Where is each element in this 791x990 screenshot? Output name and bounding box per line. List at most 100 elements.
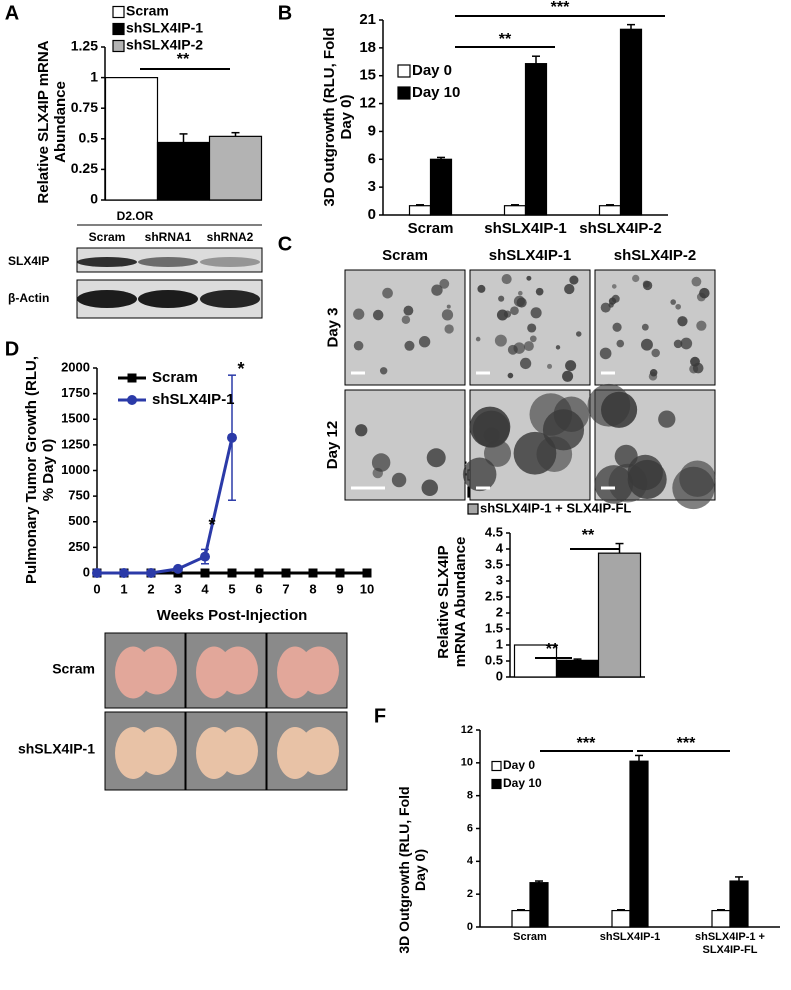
y-tick-label: 0.25: [71, 160, 98, 176]
lung-row-label: shSLX4IP-1: [18, 741, 95, 757]
y-tick-label: 1500: [61, 411, 90, 426]
y-tick-label: 250: [68, 539, 90, 554]
colony: [642, 280, 650, 288]
colony: [562, 370, 574, 382]
error-bar: [231, 131, 240, 137]
y-tick-label: 1.5: [485, 620, 503, 635]
bar: [598, 205, 622, 216]
y-tick-label: 2: [496, 604, 503, 619]
y-tick-label: 4.5: [485, 524, 503, 539]
y-tick-label: 0.5: [485, 652, 503, 667]
error-bar: [437, 156, 445, 160]
bar: [511, 909, 531, 928]
marker: [227, 432, 237, 443]
marker: [335, 568, 345, 578]
colony: [640, 338, 653, 351]
colony: [575, 331, 582, 337]
bar: [729, 880, 749, 928]
error-bar: [627, 23, 635, 30]
marker: [173, 563, 183, 574]
colony: [632, 274, 640, 283]
colony: [475, 336, 481, 342]
colony: [426, 448, 446, 468]
error-bar: [511, 204, 519, 206]
y-axis-label: 3D Outgrowth (RLU, Fold Day 0): [395, 786, 428, 954]
colony: [353, 340, 364, 351]
colony: [472, 410, 510, 448]
y-tick-label: 1250: [61, 436, 90, 451]
error-bar: [535, 880, 543, 883]
colony: [611, 284, 617, 289]
colony: [675, 303, 681, 310]
y-tick-label: 500: [68, 513, 90, 528]
colony: [446, 304, 451, 309]
y-tick-label: 4: [496, 540, 504, 555]
legend-label: shSLX4IP-1: [126, 20, 203, 36]
colony: [677, 316, 688, 327]
colony: [507, 372, 514, 379]
colony: [529, 393, 573, 436]
legend-swatch: [397, 64, 411, 78]
y-tick-label: 1.25: [71, 38, 98, 54]
legend-label: shSLX4IP-1 + SLX4IP-FL: [480, 500, 631, 515]
colony: [691, 276, 702, 287]
lung-row-label: Scram: [52, 661, 95, 677]
colony: [371, 453, 391, 472]
y-tick-label: 10: [461, 757, 473, 769]
y-axis-label-box: 3D Outgrowth (RLU, Fold Day 0): [395, 786, 428, 954]
annotation: ***: [577, 735, 596, 752]
y-tick-label: 15: [359, 67, 376, 84]
y-axis-label-box: Pulmonary Tumor Growth (RLU, % Day 0): [23, 356, 57, 584]
colony: [569, 275, 579, 285]
blot-lane-label: shRNA2: [207, 230, 254, 244]
y-tick-label: 12: [359, 95, 376, 112]
marker: [119, 568, 129, 578]
colony: [555, 345, 561, 350]
x-tick-label: 5: [228, 581, 235, 596]
colony: [673, 339, 683, 349]
legend-label: shSLX4IP-1: [152, 391, 235, 408]
annotation: *: [208, 515, 215, 535]
bar: [611, 909, 631, 928]
colony: [672, 466, 715, 510]
blot-lane-label: shRNA1: [145, 230, 192, 244]
colony: [401, 315, 411, 324]
panel-letter: A: [5, 2, 19, 24]
x-tick-label: 9: [336, 581, 343, 596]
annotation: **: [499, 31, 512, 48]
colony: [587, 383, 631, 427]
colony: [535, 287, 544, 296]
colony: [696, 320, 707, 331]
colony: [510, 306, 519, 316]
y-tick-label: 1: [496, 636, 503, 651]
panel-letter: F: [374, 705, 386, 727]
colony: [670, 299, 676, 305]
x-tick-label: 1: [120, 581, 127, 596]
y-tick-label: 9: [368, 122, 376, 139]
bar: [208, 135, 263, 201]
x-tick-label: 7: [282, 581, 289, 596]
lung-lobe: [218, 727, 258, 775]
colony: [501, 273, 512, 285]
x-tick-label: shSLX4IP-1 + SLX4IP-FL: [694, 931, 765, 956]
colony: [658, 410, 676, 428]
marker: [146, 568, 156, 578]
blot-row-label: β-Actin: [8, 291, 49, 305]
annotation: *: [237, 359, 244, 379]
legend-swatch: [112, 22, 125, 36]
micrograph-column-label: shSLX4IP-1: [489, 247, 572, 264]
colony: [441, 309, 454, 321]
colony: [529, 335, 537, 343]
error-bar: [228, 374, 236, 501]
y-tick-label: 0: [90, 191, 98, 207]
legend-swatch: [491, 760, 502, 772]
colony: [353, 308, 365, 320]
x-tick-label: shSLX4IP-2: [579, 220, 662, 237]
legend-label: Day 0: [412, 62, 452, 79]
colony: [599, 347, 612, 360]
blot-band: [200, 290, 260, 308]
lung-lobe: [299, 646, 339, 695]
colony: [565, 360, 577, 372]
